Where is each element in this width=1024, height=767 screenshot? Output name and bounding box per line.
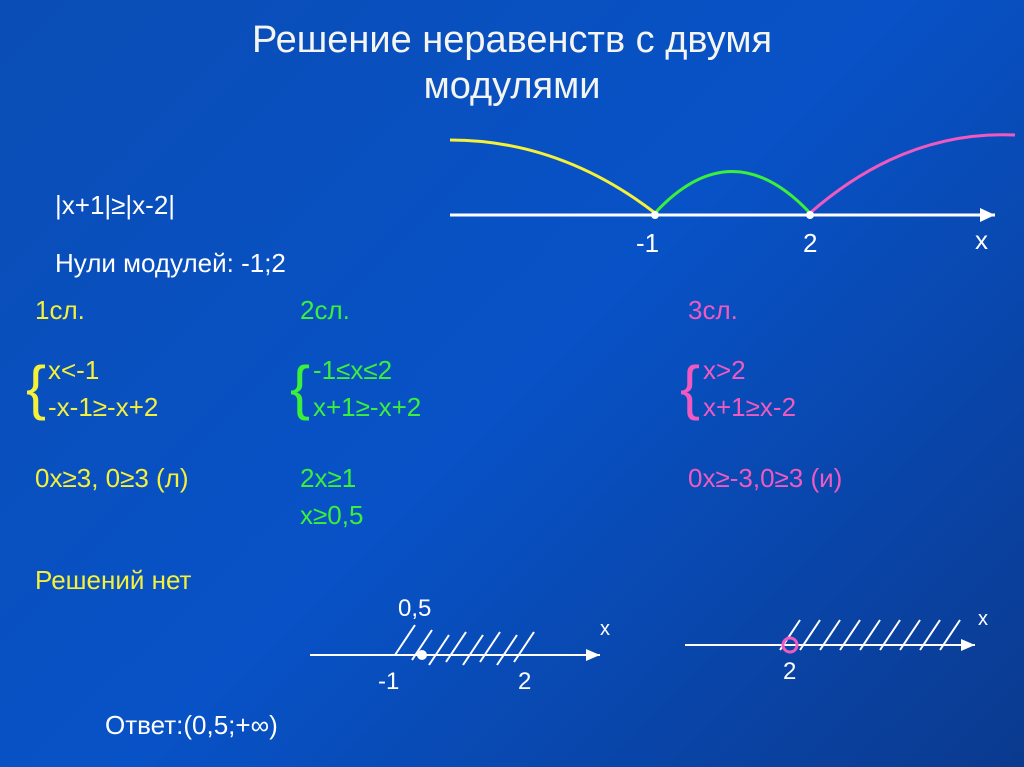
magenta-axis-label: x	[978, 608, 988, 631]
answer: Ответ:(0,5;+∞)	[105, 710, 278, 741]
bottom-line-magenta	[0, 0, 1024, 767]
magenta-tick: 2	[783, 658, 796, 686]
